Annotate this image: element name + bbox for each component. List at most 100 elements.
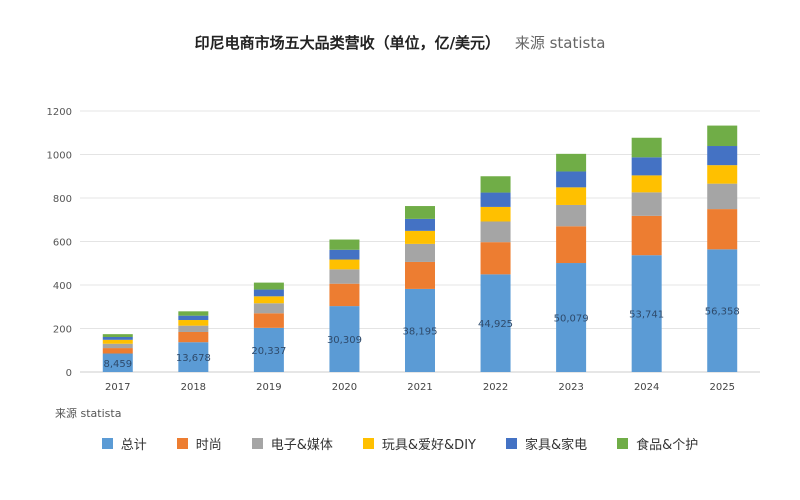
bar-segment (329, 249, 360, 260)
bar-segment (102, 353, 133, 372)
bar-segment (631, 157, 662, 176)
bar-segment (405, 230, 435, 244)
legend-item: 电子&媒体 (251, 434, 333, 453)
bar-segment (405, 261, 435, 289)
bar-segment (178, 320, 209, 326)
legend-swatch (176, 438, 188, 449)
bar-segment (405, 243, 435, 262)
bar-segment (253, 289, 284, 297)
data-label: 44,925 (478, 319, 513, 330)
y-tick-label: 800 (53, 194, 72, 205)
bar-segment (480, 206, 511, 222)
legend-label: 家具&家电 (524, 438, 588, 453)
legend-item: 食品&个护 (617, 434, 698, 453)
bar-segment (480, 274, 511, 372)
bar-segment (405, 288, 435, 372)
bar-segment (253, 282, 284, 290)
bar-segment (556, 226, 587, 264)
y-tick-label: 0 (66, 368, 72, 379)
x-tick-label: 2022 (483, 382, 508, 393)
bar-segment (556, 187, 587, 205)
data-label: 53,741 (629, 310, 664, 321)
bar-segment (253, 296, 284, 304)
bar-segment (707, 146, 738, 166)
bar-segment (556, 204, 587, 227)
data-label: 38,195 (403, 326, 438, 337)
bar-segment (178, 315, 209, 321)
subtitle-text: 来源 statista (514, 34, 606, 52)
bar-segment (707, 249, 738, 372)
x-tick-label: 2020 (332, 382, 357, 393)
legend-item: 家具&家电 (505, 434, 588, 453)
x-tick-label: 2024 (634, 382, 659, 393)
bar-segment (253, 327, 284, 372)
bar-segment (480, 176, 511, 193)
legend-swatch (251, 438, 263, 449)
data-label: 50,079 (554, 314, 589, 325)
data-label: 20,337 (251, 346, 286, 357)
legend-label: 电子&媒体 (270, 438, 333, 453)
bar-segment (178, 311, 209, 316)
bar-segment (329, 239, 360, 250)
bar-segment (707, 165, 738, 184)
legend-item: 玩具&爱好&DIY (362, 434, 476, 453)
y-tick-label: 200 (53, 325, 72, 336)
legend-item: 总计 (101, 434, 147, 453)
data-label: 8,459 (103, 359, 132, 370)
legend: 总计 时尚 电子&媒体 玩具&爱好&DIY 家具&家电 食品&个护 (0, 434, 800, 453)
legend-swatch (101, 438, 113, 449)
bar-segment (102, 343, 133, 349)
bar-segment (253, 313, 284, 328)
chart-title: 印尼电商市场五大品类营收（单位，亿/美元） 来源 statista (0, 32, 800, 53)
y-tick-label: 400 (53, 281, 72, 292)
data-label: 13,678 (176, 353, 211, 364)
x-tick-label: 2019 (256, 382, 281, 393)
x-tick-label: 2017 (105, 382, 130, 393)
bar-segment (102, 348, 133, 354)
bar-segment (631, 175, 662, 193)
legend-label: 总计 (120, 438, 147, 453)
bar-segment (329, 259, 360, 270)
bar-segment (178, 342, 209, 372)
x-tick-label: 2023 (558, 382, 583, 393)
bar-segment (253, 303, 284, 314)
bar-segment (631, 137, 662, 158)
legend-swatch (617, 438, 629, 449)
y-tick-label: 600 (53, 238, 72, 249)
legend-label: 时尚 (195, 438, 222, 453)
source-note: 来源 statista (55, 407, 122, 420)
legend-swatch (505, 438, 517, 449)
bar-segment (707, 125, 738, 147)
bar-segment (631, 192, 662, 216)
legend-swatch (362, 438, 374, 449)
bar-segment (631, 215, 662, 256)
bar-segment (329, 269, 360, 284)
bar-segment (556, 263, 587, 372)
bar-segment (556, 171, 587, 188)
x-tick-label: 2021 (407, 382, 432, 393)
x-tick-label: 2025 (709, 382, 734, 393)
bar-segment (178, 331, 209, 343)
bar-segment (178, 325, 209, 332)
bar-segment (707, 183, 738, 210)
bar-segment (405, 218, 435, 231)
legend-label: 食品&个护 (636, 438, 699, 453)
bar-segment (102, 336, 133, 340)
bar-segment (102, 339, 133, 344)
data-label: 56,358 (705, 307, 740, 318)
bar-segment (631, 255, 662, 372)
bar-segment (405, 206, 435, 219)
legend-label: 玩具&爱好&DIY (381, 438, 476, 453)
x-tick-label: 2018 (181, 382, 206, 393)
legend-item: 时尚 (176, 434, 222, 453)
title-text: 印尼电商市场五大品类营收（单位，亿/美元） (194, 34, 501, 52)
y-tick-label: 1000 (47, 151, 72, 162)
bar-segment (329, 283, 360, 307)
bar-segment (480, 192, 511, 207)
data-label: 30,309 (327, 335, 362, 346)
bar-segment (102, 334, 133, 337)
bar-segment (707, 209, 738, 250)
bar-segment (480, 242, 511, 275)
y-tick-label: 1200 (47, 107, 72, 118)
